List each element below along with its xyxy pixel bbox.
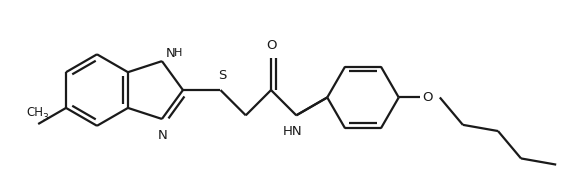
Text: S: S <box>218 69 227 82</box>
Text: CH: CH <box>27 106 44 119</box>
Text: N: N <box>158 129 168 142</box>
Text: HN: HN <box>282 125 302 138</box>
Text: O: O <box>266 39 276 52</box>
Text: 3: 3 <box>42 113 48 122</box>
Text: H: H <box>174 48 182 58</box>
Text: N: N <box>166 47 176 60</box>
Text: O: O <box>422 91 433 104</box>
